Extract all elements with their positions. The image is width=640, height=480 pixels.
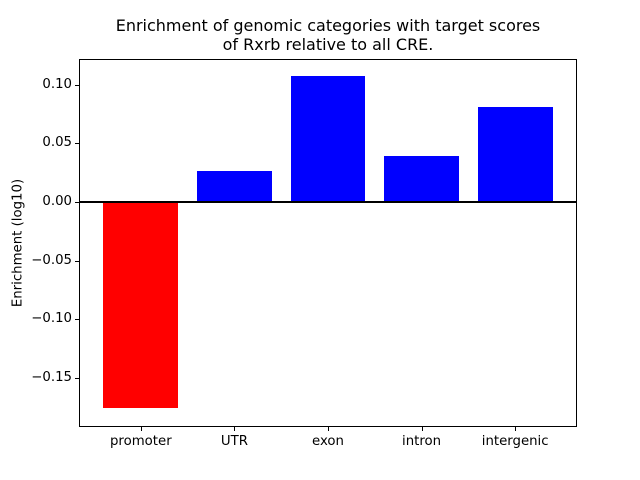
y-tick-label: 0.10 bbox=[42, 76, 72, 92]
y-tick-mark bbox=[75, 84, 79, 86]
y-axis-label: Enrichment (log10) bbox=[10, 178, 26, 308]
y-tick-label: −0.15 bbox=[31, 369, 72, 385]
y-tick-mark bbox=[75, 377, 79, 379]
x-tick-label-intron: intron bbox=[402, 434, 442, 449]
chart-title-line2: of Rxrb relative to all CRE. bbox=[222, 35, 434, 54]
x-tick-mark bbox=[234, 427, 236, 431]
chart-title: Enrichment of genomic categories with ta… bbox=[79, 16, 577, 54]
y-tick-label: 0.00 bbox=[42, 193, 72, 209]
y-tick-mark bbox=[75, 143, 79, 145]
x-tick-label-exon: exon bbox=[312, 434, 344, 449]
y-tick-label: −0.10 bbox=[31, 311, 72, 327]
bar-intron bbox=[384, 156, 459, 202]
chart-title-line1: Enrichment of genomic categories with ta… bbox=[115, 16, 541, 35]
x-tick-label-intergenic: intergenic bbox=[481, 434, 549, 449]
zero-baseline bbox=[80, 200, 576, 203]
bar-exon bbox=[290, 76, 366, 202]
x-tick-mark bbox=[328, 427, 329, 431]
x-tick-mark bbox=[421, 427, 423, 431]
x-tick-label-promoter: promoter bbox=[109, 434, 172, 449]
bar-UTR bbox=[196, 171, 272, 202]
x-tick-mark bbox=[515, 427, 517, 431]
y-tick-label: −0.05 bbox=[31, 252, 72, 268]
bar-promoter bbox=[103, 201, 179, 409]
x-tick-label-UTR: UTR bbox=[220, 434, 248, 449]
plot-area bbox=[79, 59, 577, 427]
y-tick-mark bbox=[75, 260, 79, 262]
y-tick-mark bbox=[75, 319, 79, 321]
y-tick-label: 0.05 bbox=[42, 135, 72, 151]
y-tick-mark bbox=[75, 201, 79, 203]
x-tick-mark bbox=[140, 427, 142, 431]
bar-intergenic bbox=[477, 106, 553, 202]
